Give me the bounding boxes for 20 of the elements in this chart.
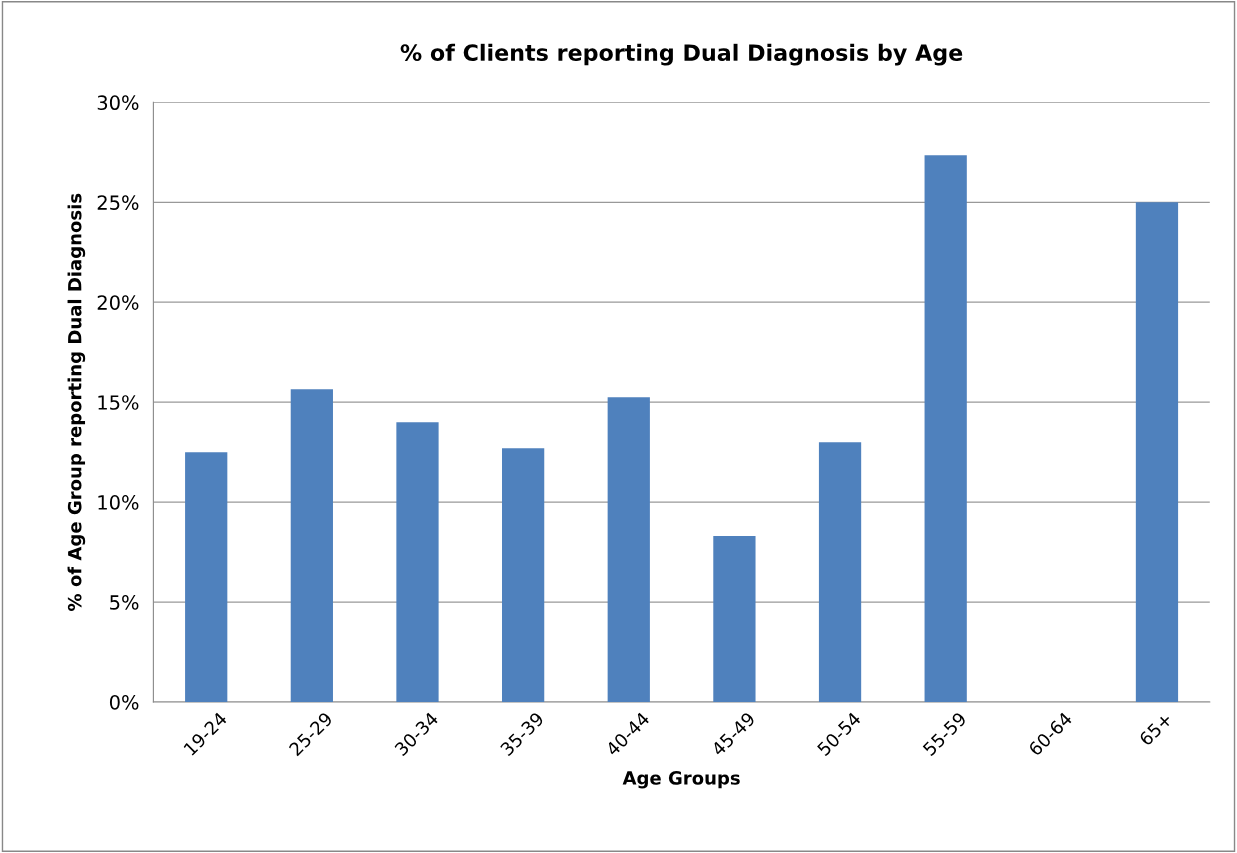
y-tick-label: 10% — [98, 495, 139, 510]
bar — [502, 448, 545, 703]
y-tick-label: 30% — [97, 95, 139, 111]
bar — [713, 536, 756, 703]
y-tick-label: 0% — [109, 694, 139, 710]
y-tick-label: 5% — [110, 595, 139, 610]
y-tick-label: 25% — [97, 195, 139, 210]
bar — [396, 422, 439, 703]
bar — [290, 389, 333, 703]
x-axis-title: Age Groups — [622, 771, 740, 789]
bar — [924, 155, 967, 703]
x-tick-label: 65+ — [1138, 711, 1173, 747]
bar — [607, 397, 650, 703]
bar — [818, 442, 862, 703]
chart-title: % of Clients reporting Dual Diagnosis by Age — [400, 43, 963, 66]
y-tick-label: 15% — [98, 395, 139, 410]
y-tick-label: 20% — [97, 295, 139, 310]
y-axis-title: % of Age Group reporting Dual Diagnosis — [67, 193, 86, 611]
bar — [185, 452, 228, 703]
bar — [1135, 202, 1179, 703]
